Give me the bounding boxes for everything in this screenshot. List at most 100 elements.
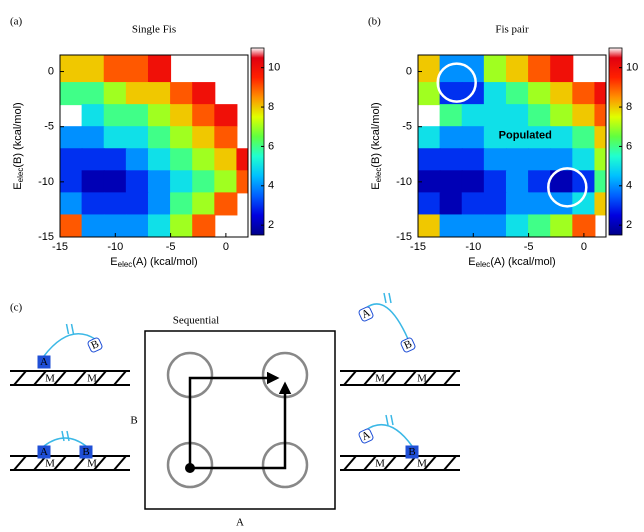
contour-cell xyxy=(528,148,551,171)
contour-cell xyxy=(418,148,441,171)
contour-cell xyxy=(572,126,595,149)
contour-cell xyxy=(192,82,215,105)
colorbar-tick-label: 4 xyxy=(626,180,632,192)
protein-label: A xyxy=(40,446,48,458)
contour-cell xyxy=(462,192,485,215)
contour-cell xyxy=(82,192,105,215)
contour-cell xyxy=(104,192,127,215)
contour-cell xyxy=(148,148,171,171)
linker-break xyxy=(62,431,64,441)
contour-cell xyxy=(484,148,507,171)
contour-cell xyxy=(126,55,149,84)
site-label: M xyxy=(45,373,55,385)
dna-hatch xyxy=(74,371,86,385)
protein: A xyxy=(38,446,50,458)
site-label: M xyxy=(375,458,385,470)
protein: A xyxy=(358,428,374,444)
diagram-box xyxy=(145,331,335,509)
x-tick-label: -10 xyxy=(465,241,481,253)
contour-cell xyxy=(60,192,83,215)
axis-label-rest: (B) (kcal/mol) xyxy=(12,102,24,167)
contour-cell xyxy=(506,104,529,127)
linker xyxy=(44,334,95,356)
pathway xyxy=(190,384,285,468)
contour-cell xyxy=(506,192,529,215)
contour-cell xyxy=(572,148,595,171)
contour-cell xyxy=(214,192,237,215)
axis-label: Eelec(A) (kcal/mol) xyxy=(110,256,197,269)
axis-label-base: E xyxy=(110,256,117,268)
contour-cell xyxy=(126,104,149,127)
dna-hatch xyxy=(444,371,456,385)
contour-cell xyxy=(550,104,573,127)
linker-break xyxy=(72,324,74,334)
protein-label: B xyxy=(408,446,415,458)
dna-hatch xyxy=(444,456,456,470)
linker-break xyxy=(386,415,388,425)
contour-cell xyxy=(214,104,237,127)
panel-label: (a) xyxy=(10,16,23,28)
y-tick-label: -15 xyxy=(38,231,54,243)
contour-cell xyxy=(82,104,105,127)
site-label: M xyxy=(417,458,427,470)
contour-cell xyxy=(104,55,127,84)
contour-cell xyxy=(214,148,237,171)
axis-label-rest: (B) (kcal/mol) xyxy=(370,102,382,167)
linker-break xyxy=(384,293,386,303)
contour-cell xyxy=(82,170,105,193)
y-tick-label: -5 xyxy=(44,121,54,133)
contour-cell xyxy=(506,148,529,171)
colorbar-tick-label: 8 xyxy=(626,101,632,113)
contour-cell xyxy=(440,104,463,127)
x-tick-label: -10 xyxy=(107,241,123,253)
contour-cell xyxy=(440,214,463,237)
linker-break xyxy=(67,431,69,441)
contour-cell xyxy=(572,104,595,127)
contour-cell xyxy=(418,214,441,237)
axis-label-sub: elec xyxy=(374,168,383,183)
colorbar-tick-label: 8 xyxy=(268,101,274,113)
x-tick-label: -5 xyxy=(166,241,176,253)
diagram-x-label: A xyxy=(236,517,244,529)
site-label: M xyxy=(87,458,97,470)
contour-cell xyxy=(148,126,171,149)
protein-label: B xyxy=(82,446,89,458)
linker xyxy=(44,438,86,446)
y-tick-label: -10 xyxy=(396,176,412,188)
contour-cell xyxy=(170,148,193,171)
contour-cell xyxy=(170,82,193,105)
dna-hatch xyxy=(14,456,26,470)
contour-cell xyxy=(148,192,171,215)
axis-label: Eelec(A) (kcal/mol) xyxy=(468,256,555,269)
contour-cell xyxy=(192,104,215,127)
contour-cell xyxy=(528,55,551,84)
colorbar-tick-label: 10 xyxy=(626,62,638,74)
contour-cell xyxy=(506,82,529,105)
axis-label-sub: elec xyxy=(118,260,133,269)
y-tick-label: -10 xyxy=(38,176,54,188)
contour-cell xyxy=(170,104,193,127)
axis-label-base: E xyxy=(12,182,24,189)
contour-cell xyxy=(82,148,105,171)
contour-cell xyxy=(60,214,83,237)
contour-cell xyxy=(440,126,463,149)
x-tick-label: 0 xyxy=(223,241,229,253)
contour-field xyxy=(60,55,260,238)
contour-cell xyxy=(82,126,105,149)
colorbar-tick-label: 2 xyxy=(626,219,632,231)
colorbar-tick-label: 6 xyxy=(626,140,632,152)
contour-cell xyxy=(126,82,149,105)
contour-cell xyxy=(572,170,595,193)
contour-cell xyxy=(550,214,573,237)
contour-cell xyxy=(214,170,237,193)
axis-label-base: E xyxy=(468,256,475,268)
dna-hatch xyxy=(54,371,66,385)
contour-cell xyxy=(440,192,463,215)
contour-cell xyxy=(484,170,507,193)
colorbar xyxy=(609,48,622,235)
dna-hatch xyxy=(114,371,126,385)
contour-cell xyxy=(148,82,171,105)
site-label: M xyxy=(375,373,385,385)
contour-cell xyxy=(60,82,83,105)
contour-cell xyxy=(82,55,105,84)
